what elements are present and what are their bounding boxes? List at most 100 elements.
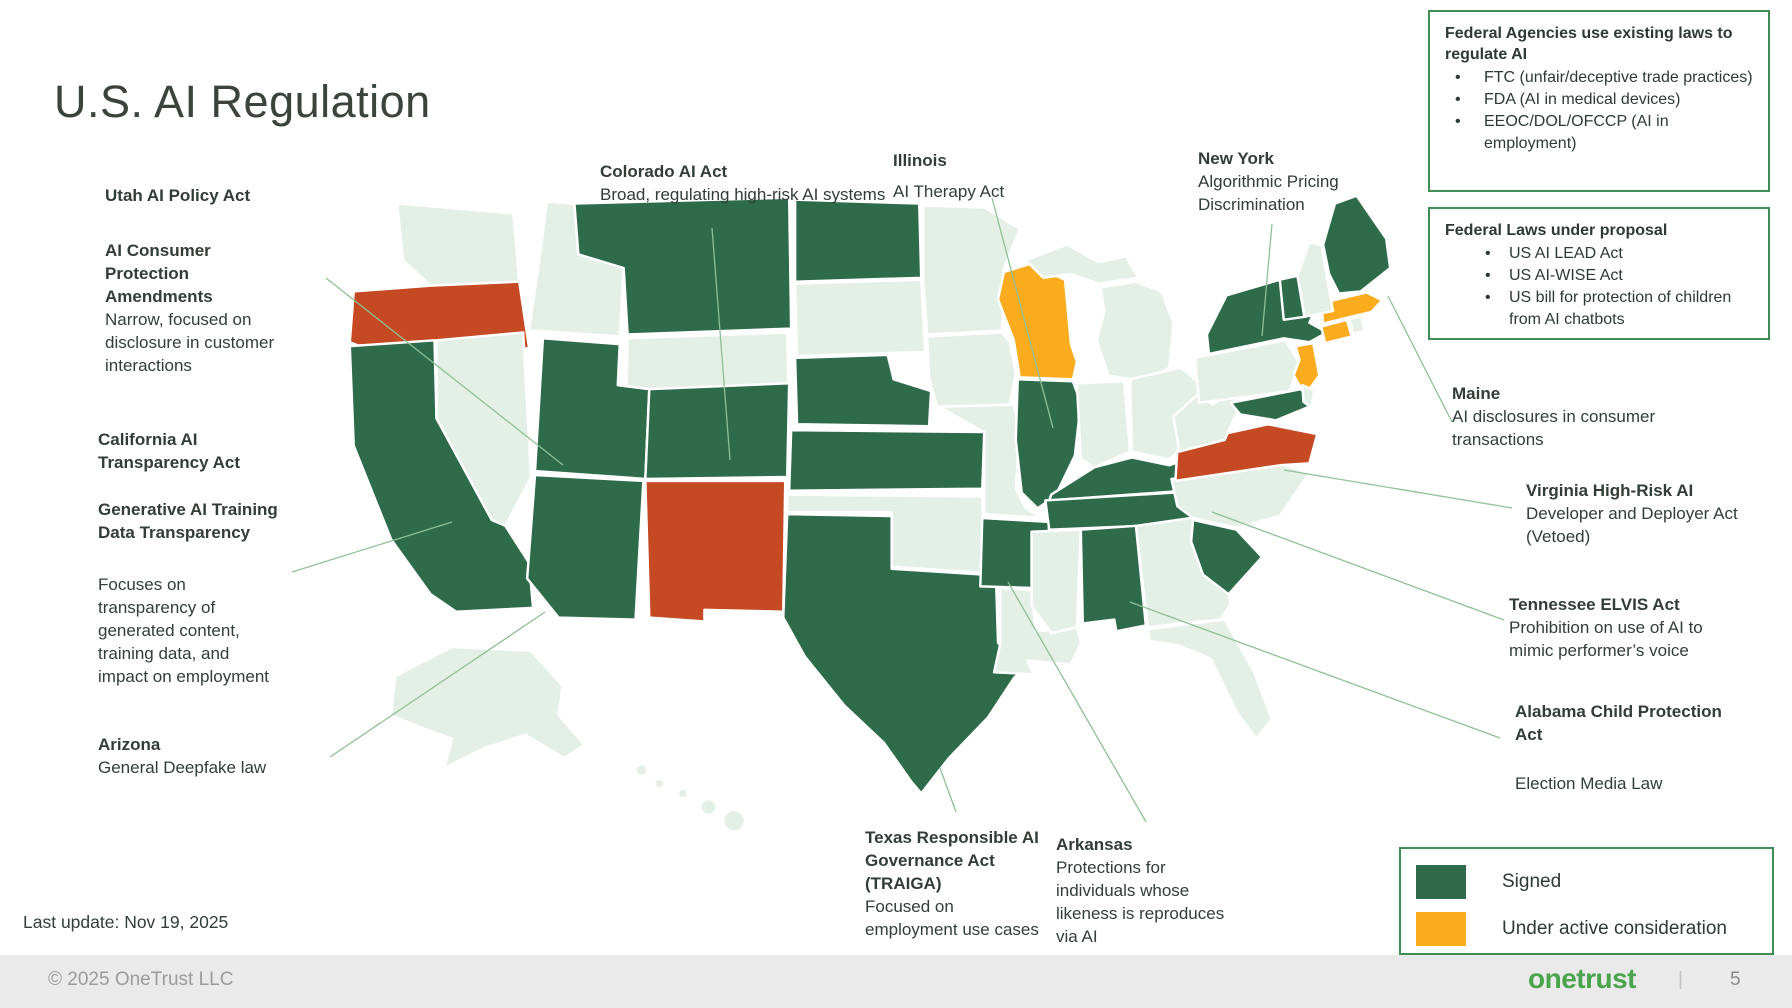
annotation-body: AI Therapy Act [893,182,1005,201]
state-SC [1189,518,1264,596]
annotation-heading: Illinois [893,151,947,170]
annotation-body: Prohibition on use of AI to mimic perfor… [1509,618,1703,660]
leader-california [291,521,453,573]
annotation-body: Developer and Deployer Act (Vetoed) [1526,504,1738,546]
state-MI-upper-peninsula [1024,243,1140,285]
leader-new-york [1261,223,1273,337]
list-item: FDA (AI in medical devices) [1445,89,1753,111]
annotation-heading: Tennessee ELVIS Act [1509,595,1680,614]
annotation-heading: Colorado AI Act [600,162,728,181]
annotation-heading: Arkansas [1056,835,1133,854]
annotation-tennessee: Tennessee ELVIS Act Prohibition on use o… [1509,593,1721,662]
state-SD [793,278,927,358]
federal-agencies-box: Federal Agencies use existing laws to re… [1428,10,1770,192]
state-LA [992,587,1083,676]
us-map [348,194,1392,833]
legend-row-consideration: Under active consideration [1416,912,1727,946]
annotation-utah: Utah AI Policy Act [105,184,325,207]
state-NH [1296,241,1335,319]
leader-virginia [1283,469,1513,509]
state-ME [1321,194,1392,295]
state-ND [793,198,923,283]
annotation-arizona: Arizona General Deepfake law [98,733,318,779]
state-HI [652,777,666,790]
annotation-maine: Maine AI disclosures in consumer transac… [1452,382,1684,451]
legend-row-signed: Signed [1416,865,1561,899]
annotation-heading: Generative AI Training Data Transparency [98,500,278,542]
state-KS [787,428,986,492]
legend-swatch-consideration [1416,912,1466,946]
leader-colorado [711,227,731,461]
list-item: US AI LEAD Act [1445,243,1753,265]
annotation-arkansas: Arkansas Protections for individuals who… [1056,833,1231,948]
state-MD [1229,387,1311,422]
state-MS [1030,528,1083,635]
annotation-body: Protections for individuals whose likene… [1056,858,1225,946]
annotation-heading: Arizona [98,735,161,754]
state-DE [1301,383,1316,409]
state-NE [793,353,933,428]
state-RI [1348,315,1366,335]
info-box-list: FTC (unfair/deceptive trade practices) F… [1445,67,1753,155]
annotation-california: California AI Transparency Act [98,428,278,474]
leader-utah [325,277,564,466]
annotation-body: Focused on employment use cases [865,897,1039,939]
info-box-title: Federal Agencies use existing laws to re… [1445,25,1733,63]
info-box-title: Federal Laws under proposal [1445,222,1668,239]
state-HI [721,808,747,833]
state-CO [644,382,791,481]
state-FL [1146,618,1274,740]
state-HI [699,798,718,817]
onetrust-logo: onetrust [1528,963,1637,994]
footer-bar: © 2025 OneTrust LLC onetrust | 5 [0,955,1792,1008]
legend-label: Signed [1502,871,1562,892]
annotation-new-york: New York Algorithmic Pricing Discriminat… [1198,147,1358,216]
annotation-texas: Texas Responsible AI Governance Act (TRA… [865,826,1041,941]
annotation-alabama: Alabama Child Protection Act [1515,700,1730,746]
annotation-colorado: Colorado AI Act Broad, regulating high-r… [600,160,940,206]
federal-laws-box: Federal Laws under proposal US AI LEAD A… [1428,207,1770,340]
state-TX [782,512,1027,795]
list-item: US bill for protection of children from … [1445,287,1753,331]
annotation-heading: Alabama Child Protection Act [1515,702,1722,744]
annotation-body: General Deepfake law [98,758,267,777]
state-MT [573,196,793,336]
state-NV [435,331,533,528]
state-HI [634,762,649,778]
annotation-body: AI disclosures in consumer transactions [1452,407,1656,449]
state-CT [1319,318,1353,345]
annotation-body: Algorithmic Pricing Discrimination [1198,172,1339,214]
annotation-body: Election Media Law [1515,774,1663,793]
state-MA [1319,291,1384,325]
map-legend: Signed Under active consideration [1399,847,1774,955]
state-IN [1075,380,1132,469]
annotation-california-genai: Generative AI Training Data Transparency [98,498,278,544]
leader-arkansas [1007,581,1147,823]
annotation-election-media-law: Election Media Law [1515,772,1755,795]
info-box-list: US AI LEAD Act US AI-WISE Act US bill fo… [1445,243,1753,331]
page-title: U.S. AI Regulation [54,76,431,127]
copyright-text: © 2025 OneTrust LLC [48,969,234,990]
legend-label: Under active consideration [1502,918,1727,939]
list-item: US AI-WISE Act [1445,265,1753,287]
state-AZ [525,473,645,621]
state-AK [389,645,586,770]
leader-alabama [1129,601,1501,739]
annotation-heading: Virginia High-Risk AI [1526,481,1694,500]
annotation-heading: California AI Transparency Act [98,430,241,472]
annotation-body: Narrow, focused on disclosure in custome… [105,310,275,375]
annotation-california-note: Focuses on transparency of generated con… [98,573,278,688]
state-NM [644,479,787,623]
state-IA [925,331,1018,408]
leader-illinois [991,197,1054,429]
annotation-body: Focuses on transparency of generated con… [98,575,270,686]
leader-texas [939,767,957,813]
annotation-virginia: Virginia High-Risk AI Developer and Depl… [1526,479,1758,548]
last-update-text: Last update: Nov 19, 2025 [23,912,229,932]
leader-maine [1387,295,1453,423]
annotation-heading: Texas Responsible AI Governance Act (TRA… [865,828,1039,893]
footer-divider: | [1678,969,1683,990]
state-HI [676,787,689,800]
